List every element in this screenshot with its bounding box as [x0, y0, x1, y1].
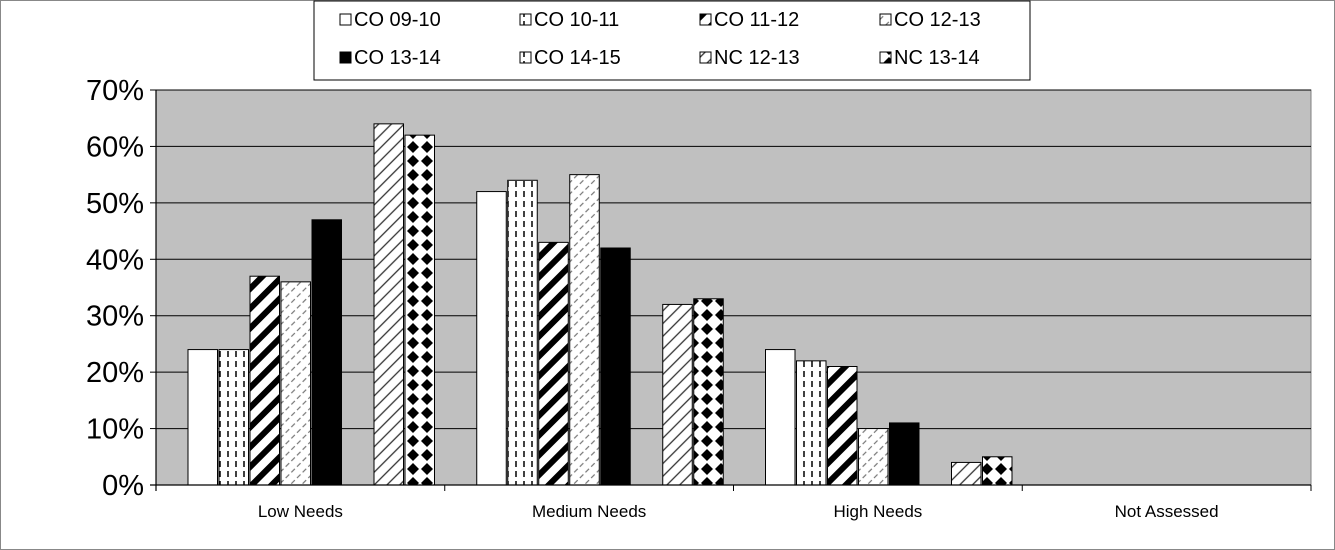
x-tick-label: Not Assessed	[1115, 502, 1219, 521]
legend-swatch	[339, 13, 352, 26]
y-tick-label: 60%	[86, 131, 144, 163]
y-tick-label: 0%	[102, 470, 144, 502]
legend-swatch	[339, 51, 352, 64]
bar	[476, 191, 507, 486]
bar	[765, 349, 796, 486]
legend-swatch	[879, 13, 892, 26]
legend-label: NC 13-14	[894, 47, 980, 69]
plot-area	[155, 89, 1312, 486]
legend-label: CO 09-10	[354, 9, 441, 31]
legend-label: CO 12-13	[894, 9, 981, 31]
bar	[404, 134, 435, 486]
bar	[311, 219, 342, 486]
bar	[889, 422, 920, 486]
x-tick-labels: Low Needs Medium Needs High Needs Not Asses…	[258, 502, 1219, 521]
bar	[538, 241, 569, 486]
y-tick-label: 70%	[86, 75, 144, 107]
x-tick-label: Low Needs	[258, 502, 343, 521]
bar	[827, 366, 858, 486]
y-tick-label: 40%	[86, 244, 144, 276]
bar	[982, 456, 1013, 486]
bar	[249, 275, 280, 486]
legend-swatch	[699, 13, 712, 26]
bar	[280, 281, 311, 486]
bar	[187, 349, 218, 486]
bar	[951, 461, 982, 486]
legend-label: CO 13-14	[354, 47, 441, 69]
legend-box	[313, 0, 1031, 81]
legend-label: NC 12-13	[714, 47, 800, 69]
legend-swatch	[519, 51, 532, 64]
legend: CO 09-10 CO 10-11 CO 11-12 CO 12-13 CO 13-14…	[339, 9, 981, 69]
legend-swatch	[699, 51, 712, 64]
grid-lines	[156, 89, 1311, 430]
bar	[600, 247, 631, 486]
y-tick-label: 10%	[86, 414, 144, 446]
y-tick-label: 30%	[86, 301, 144, 333]
bar	[218, 349, 249, 486]
y-tick-label: 20%	[86, 357, 144, 389]
legend-swatch	[519, 13, 532, 26]
bars-group	[187, 123, 1013, 486]
legend-swatch	[879, 51, 892, 64]
axes-group	[150, 89, 1312, 491]
legend-label: CO 10-11	[534, 9, 619, 31]
bar	[796, 360, 827, 486]
legend-label: CO 11-12	[714, 9, 799, 31]
bar	[507, 179, 538, 486]
legend-label: CO 14-15	[534, 47, 621, 69]
bar	[569, 174, 600, 486]
x-tick-label: Medium Needs	[532, 502, 646, 521]
bar	[373, 123, 404, 486]
y-tick-labels: 0% 10% 20% 30% 40% 50% 60% 70%	[86, 75, 144, 502]
x-tick-label: High Needs	[833, 502, 922, 521]
bar	[662, 303, 693, 486]
y-tick-label: 50%	[86, 188, 144, 220]
bar	[858, 428, 889, 486]
bar	[693, 298, 724, 486]
